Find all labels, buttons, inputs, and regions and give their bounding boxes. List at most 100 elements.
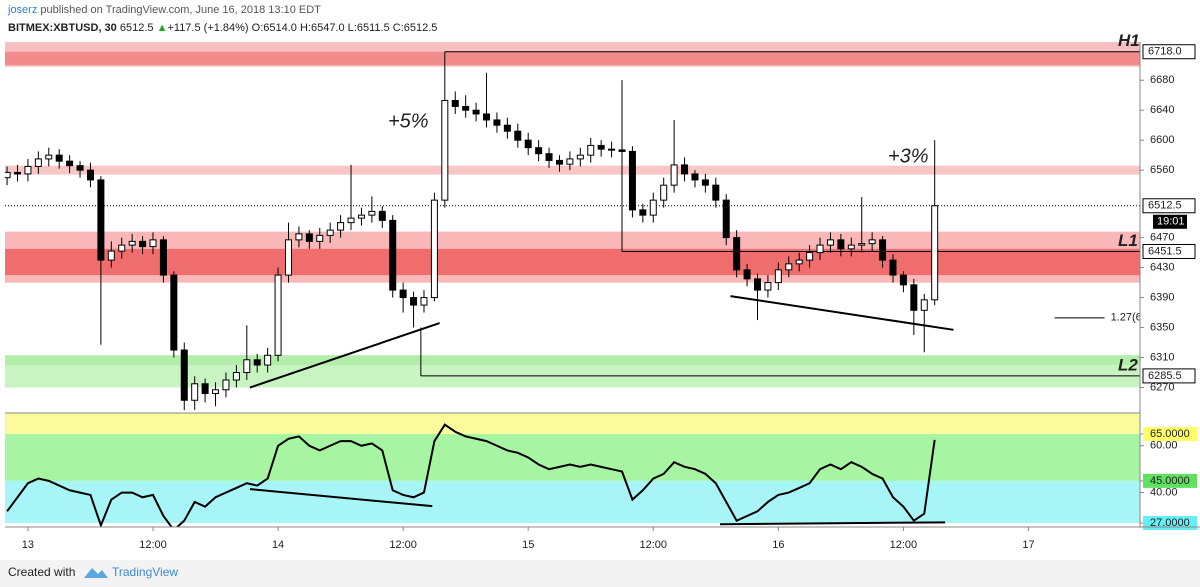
candle-body [868, 239, 876, 245]
candle-body [430, 199, 438, 299]
candle-body [764, 282, 772, 291]
candle-body [441, 99, 449, 201]
candle-body [232, 372, 240, 381]
candle-body [410, 297, 418, 306]
y-tick-label: 6470 [1150, 232, 1174, 244]
candle-body [618, 149, 626, 152]
candle-body [97, 179, 105, 261]
candle-body [107, 250, 115, 261]
candle-body [503, 124, 511, 132]
candle-body [722, 199, 730, 239]
y-tick-label: 6390 [1150, 291, 1174, 303]
price-tag [1142, 44, 1196, 60]
candle-body [316, 234, 324, 242]
candle-body [295, 233, 303, 241]
candle-body [399, 289, 407, 299]
candle-body [514, 130, 522, 141]
x-tick-label: 12:00 [640, 539, 668, 551]
y-tick-label: 6350 [1150, 321, 1174, 333]
candle-body [347, 217, 355, 224]
candle-body [253, 359, 261, 366]
candle-body [670, 164, 678, 186]
candle-body [86, 169, 94, 181]
candle-body [76, 165, 84, 171]
candle-body [837, 239, 845, 250]
y-tick-label: 40.00 [1150, 486, 1178, 498]
plot: 1.27(6 6680 6640 6600 6560 6470 6430 6390 6350 63… [5, 31, 1197, 551]
candle-body [910, 284, 918, 311]
candle-body [305, 233, 313, 242]
candle-body [712, 184, 720, 201]
y-tick-label: 45.0000 [1150, 475, 1190, 487]
candle-body [451, 99, 459, 107]
candle-body [326, 229, 334, 236]
countdown-tag [1153, 214, 1187, 229]
candle-body [701, 179, 709, 186]
countdown: 19:01 [1157, 216, 1185, 228]
header-line: joserz published on TradingView.com, Jun… [7, 4, 321, 16]
candle-body [149, 239, 157, 248]
candle-body [920, 299, 928, 311]
candle-body [264, 354, 272, 366]
candle-body [274, 274, 282, 356]
candle-body [733, 237, 741, 271]
candle-body [378, 210, 386, 221]
candle-body [493, 119, 501, 126]
x-tick-label: 14 [272, 539, 284, 551]
candle-body [566, 158, 574, 165]
candle-body [45, 154, 53, 160]
candle-body [806, 252, 814, 261]
candle-body [201, 383, 209, 395]
ohlc: O:6514.0 H:6547.0 L:6511.5 C:6512.5 [252, 22, 438, 34]
price-tag [1142, 243, 1196, 259]
rsi-band [5, 480, 1140, 524]
candle-body [681, 164, 689, 175]
candle-body [628, 150, 636, 211]
y-tick-label: 6560 [1150, 164, 1174, 176]
candle-body [660, 184, 668, 201]
candle-body [847, 244, 855, 250]
candle-body [66, 160, 74, 167]
candle-body [785, 263, 793, 271]
rsi-pane [5, 413, 1140, 527]
last: 6512.5 [120, 22, 154, 34]
candle-body [191, 383, 199, 401]
arrow: ▲ [157, 22, 168, 34]
candle-body [159, 239, 167, 276]
trendline [249, 322, 440, 389]
candle-body [14, 171, 22, 175]
candle-body [24, 165, 32, 175]
candle-body [389, 219, 397, 291]
author[interactable]: joserz [7, 4, 37, 16]
candle-body [128, 240, 136, 246]
annotation: +5% [388, 110, 429, 132]
candle-body [462, 105, 470, 111]
candle-body [753, 278, 761, 291]
logo [84, 568, 108, 578]
candle-body [483, 113, 491, 121]
x-tick-label: 12:00 [139, 539, 167, 551]
footer-bar [0, 560, 1200, 587]
candle-body [545, 153, 553, 161]
footer-brand[interactable]: TradingView [112, 565, 178, 579]
candle-body [931, 205, 939, 301]
candle-body [139, 240, 147, 248]
zone [5, 355, 1140, 366]
candle-body [639, 209, 647, 216]
axes: 6680 6640 6600 6560 6470 6430 6390 6350 6310 6270… [22, 31, 1197, 551]
candle-body [879, 239, 887, 261]
rsi-band [5, 413, 1140, 435]
price-pane: 1.27(6 [5, 42, 1140, 411]
symbol: BITMEX:XBTUSD, 30 [8, 22, 117, 34]
candle-body [597, 144, 605, 150]
candle-body [576, 154, 584, 160]
price-tag [1142, 198, 1196, 214]
rsi-trendline [249, 488, 433, 508]
candle-body [212, 389, 220, 395]
candle-body [899, 274, 907, 286]
zone [5, 51, 1140, 66]
candle-body [743, 269, 751, 280]
x-tick-label: 16 [772, 539, 784, 551]
zone [5, 165, 1140, 175]
